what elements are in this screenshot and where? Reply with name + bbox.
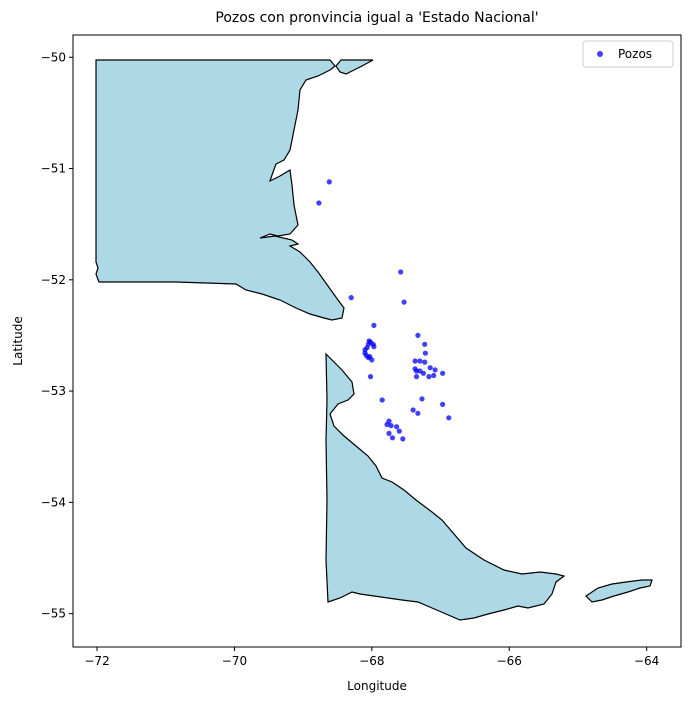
scatter-points [316,179,452,442]
land-santa-cruz [95,59,345,321]
data-point [426,374,432,380]
land-north-islet [335,59,374,75]
data-point [371,322,377,328]
data-point [446,415,452,421]
y-tick-label: −54 [41,495,66,509]
data-point [389,435,396,441]
data-point [362,350,368,356]
data-point [427,365,433,371]
data-point [388,423,394,429]
data-point [401,299,407,305]
data-point [422,350,428,356]
data-point [420,370,426,376]
x-axis: −72 −70 −68 −66 −64 [84,647,659,668]
data-point [398,269,404,275]
data-point [367,354,373,360]
y-tick-label: −53 [41,384,66,398]
data-point [422,359,428,365]
x-tick-label: −68 [359,654,384,668]
legend: Pozos [582,40,674,68]
data-point [415,332,421,338]
data-point [379,397,385,403]
x-tick-label: −70 [222,654,247,668]
legend-label: Pozos [618,47,652,61]
data-point [394,424,400,430]
y-tick-label: −51 [41,162,66,176]
data-point [371,344,377,350]
y-axis: −50 −51 −52 −53 −54 −55 [41,50,73,621]
data-point [419,396,425,402]
plot-frame [72,34,682,648]
data-point [386,418,392,424]
data-point [417,358,423,364]
legend-marker [597,51,603,57]
data-point [440,401,446,407]
data-point [410,407,416,413]
data-point [366,338,372,344]
data-point [326,179,332,185]
data-point [432,367,438,373]
x-tick-label: −64 [634,654,659,668]
y-tick-label: −55 [41,607,66,621]
x-tick-label: −72 [84,654,109,668]
data-point [440,370,446,376]
data-point [316,200,322,206]
data-point [396,428,402,434]
data-point [367,374,374,380]
land-tierra-del-fuego [325,352,566,621]
chart-title: Pozos con pronvincia igual a 'Estado Nac… [215,10,538,26]
y-tick-label: −52 [41,273,66,287]
data-point [422,341,428,347]
data-point [400,436,406,442]
data-point [413,374,420,380]
legend-frame [582,40,674,68]
map-land [95,59,653,621]
data-point [412,358,418,364]
land-isla-de-los-estados [585,579,653,603]
data-point [348,295,354,301]
data-point [386,430,392,436]
x-axis-label: Longitude [347,679,407,693]
y-tick-label: −50 [41,50,66,64]
x-tick-label: −66 [497,654,522,668]
data-point [415,410,421,416]
y-axis-label: Latitude [11,316,25,365]
data-point [431,372,437,379]
